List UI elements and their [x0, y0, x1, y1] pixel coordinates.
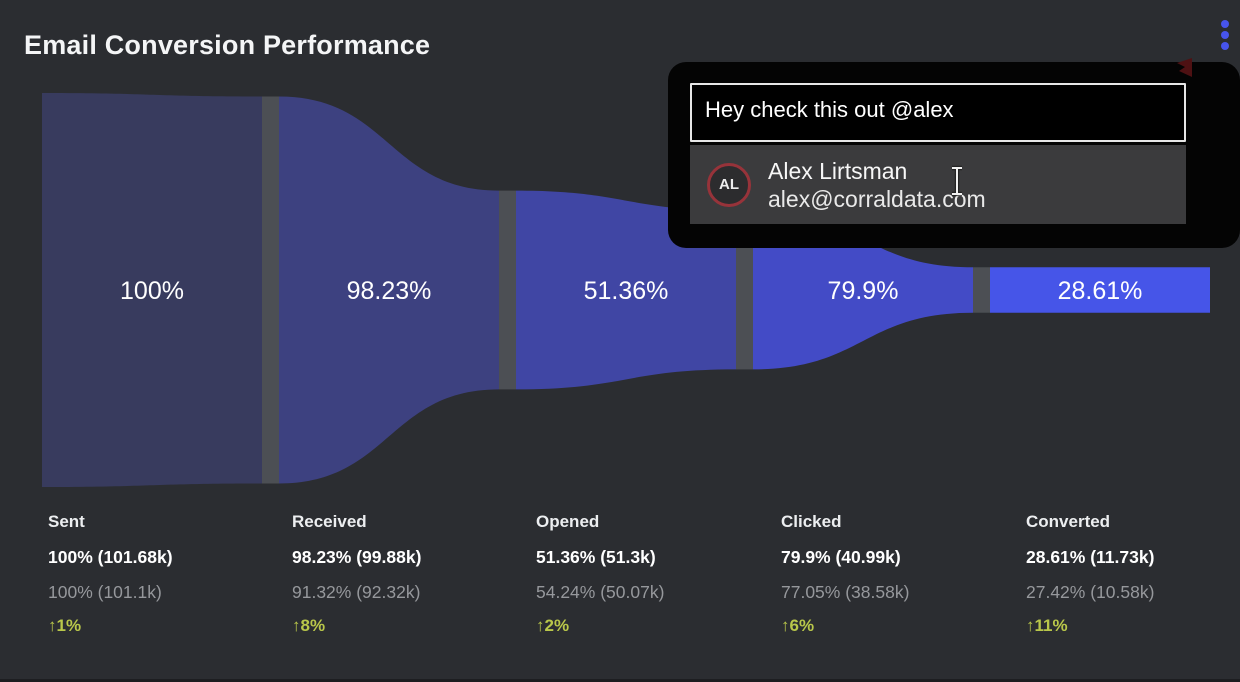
- suggestion-name: Alex Lirtsman: [768, 157, 908, 184]
- stage-delta-badge: ↑11%: [1026, 616, 1068, 635]
- stage-previous-value: 77.05% (38.58k): [781, 582, 910, 602]
- kebab-dot: [1221, 20, 1229, 28]
- funnel-divider: [973, 267, 990, 313]
- stage-current-value: 100% (101.68k): [48, 547, 173, 567]
- avatar: AL: [707, 162, 751, 207]
- stage-stats-converted: Converted 28.61% (11.73k) 27.42% (10.58k) ↑…: [1026, 512, 1154, 636]
- funnel-segment-received[interactable]: [279, 96, 499, 484]
- funnel-divider: [736, 210, 753, 370]
- funnel-divider: [499, 190, 516, 390]
- funnel-segment-label: 100%: [120, 277, 184, 305]
- funnel-divider: [262, 96, 279, 484]
- pointer-cursor-artifact: [1177, 58, 1192, 77]
- stage-previous-value: 91.32% (92.32k): [292, 582, 421, 602]
- stage-name-label: Opened: [536, 512, 600, 531]
- stage-name-label: Converted: [1026, 512, 1111, 531]
- stage-current-value: 51.36% (51.3k): [536, 547, 656, 567]
- stage-name-label: Received: [292, 512, 367, 531]
- mention-suggestion-item[interactable]: AL Alex Lirtsman alex@corraldata.com: [690, 145, 1186, 224]
- stage-previous-value: 100% (101.1k): [48, 582, 162, 602]
- avatar-initials: AL: [719, 176, 739, 193]
- kebab-menu-icon[interactable]: [1218, 18, 1232, 52]
- stage-current-value: 79.9% (40.99k): [781, 547, 901, 567]
- stage-stats-clicked: Clicked 79.9% (40.99k) 77.05% (38.58k) ↑6%: [781, 512, 909, 636]
- funnel-segment-label: 79.9%: [828, 277, 899, 305]
- stage-stats-sent: Sent 100% (101.68k) 100% (101.1k) ↑1%: [48, 512, 173, 636]
- funnel-stats-row: Sent 100% (101.68k) 100% (101.1k) ↑1% Receiv…: [0, 512, 1240, 652]
- funnel-segment-label: 98.23%: [347, 277, 432, 305]
- card-bottom-edge: [0, 679, 1240, 682]
- stage-delta-badge: ↑2%: [536, 616, 570, 635]
- funnel-segment-clicked[interactable]: [753, 210, 973, 370]
- stage-stats-opened: Opened 51.36% (51.3k) 54.24% (50.07k) ↑2%: [536, 512, 664, 636]
- kebab-dot: [1221, 42, 1229, 50]
- text-cursor-icon: [952, 165, 962, 197]
- stage-previous-value: 54.24% (50.07k): [536, 582, 665, 602]
- stage-stats-received: Received 98.23% (99.88k) 91.32% (92.32k) ↑8…: [292, 512, 421, 636]
- stage-delta-badge: ↑1%: [48, 616, 82, 635]
- funnel-segment-converted[interactable]: [990, 267, 1210, 313]
- stage-delta-badge: ↑8%: [292, 616, 326, 635]
- stage-delta-badge: ↑6%: [781, 616, 815, 635]
- stage-current-value: 98.23% (99.88k): [292, 547, 422, 567]
- kebab-dot: [1221, 31, 1229, 39]
- stage-name-label: Sent: [48, 512, 85, 531]
- comment-input[interactable]: [690, 83, 1186, 142]
- funnel-segment-label: 28.61%: [1058, 277, 1143, 305]
- stage-current-value: 28.61% (11.73k): [1026, 547, 1155, 567]
- page-title: Email Conversion Performance: [24, 30, 431, 60]
- stage-previous-value: 27.42% (10.58k): [1026, 582, 1155, 602]
- stage-name-label: Clicked: [781, 512, 842, 531]
- funnel-segment-label: 51.36%: [584, 277, 669, 305]
- comment-popup: AL Alex Lirtsman alex@corraldata.com: [668, 62, 1240, 248]
- funnel-segment-sent[interactable]: [42, 93, 262, 487]
- suggestion-email: alex@corraldata.com: [768, 185, 986, 212]
